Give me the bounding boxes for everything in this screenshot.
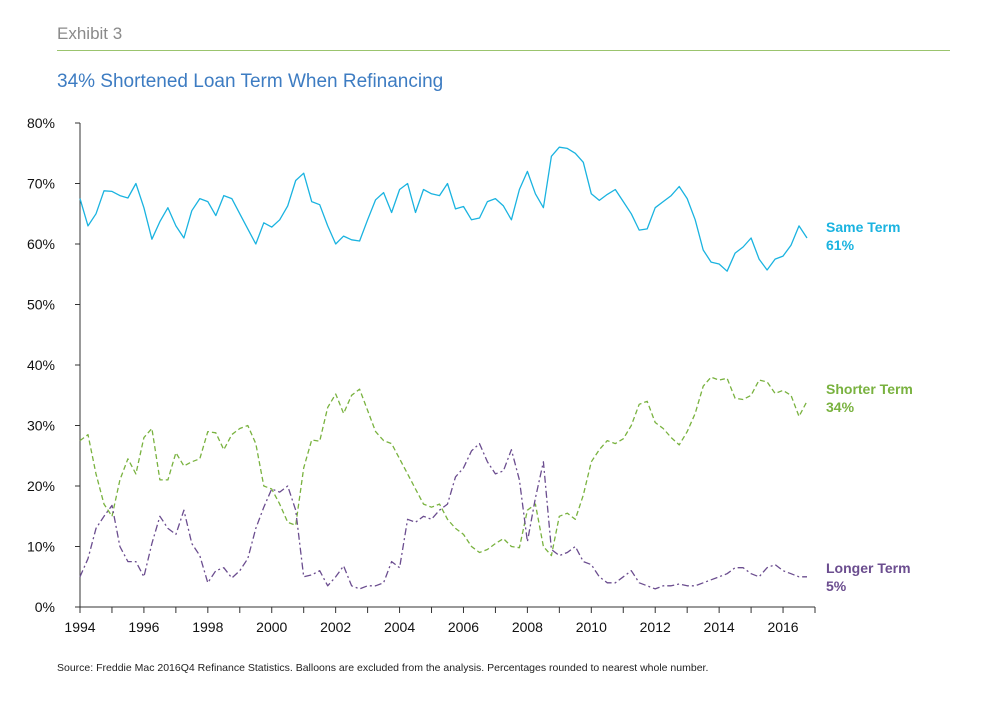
x-tick-label: 2006 xyxy=(448,619,479,635)
series-label-shorter-term: Shorter Term xyxy=(826,381,913,397)
y-tick-label: 10% xyxy=(27,539,55,555)
series-line-shorter-term xyxy=(79,376,808,557)
series-label-longer-term: Longer Term xyxy=(826,560,911,576)
x-tick-label: 1998 xyxy=(192,619,223,635)
source-note: Source: Freddie Mac 2016Q4 Refinance Sta… xyxy=(57,662,709,674)
y-tick-label: 0% xyxy=(35,599,55,615)
y-tick-label: 80% xyxy=(27,115,55,131)
series-line-same-term xyxy=(79,146,808,272)
x-tick-label: 2012 xyxy=(640,619,671,635)
y-tick-label: 60% xyxy=(27,236,55,252)
x-tick-label: 2000 xyxy=(256,619,287,635)
x-tick-label: 2002 xyxy=(320,619,351,635)
header-divider xyxy=(57,50,950,51)
x-tick-label: 2014 xyxy=(704,619,735,635)
y-tick-label: 50% xyxy=(27,297,55,313)
series-label-same-term: Same Term xyxy=(826,219,900,235)
chart-title: 34% Shortened Loan Term When Refinancing xyxy=(57,71,444,92)
exhibit-label: Exhibit 3 xyxy=(57,24,123,43)
series-line-longer-term xyxy=(79,442,807,590)
series-value-longer-term: 5% xyxy=(826,578,847,594)
y-tick-label: 20% xyxy=(27,478,55,494)
x-tick-label: 2008 xyxy=(512,619,543,635)
x-tick-label: 2016 xyxy=(767,619,798,635)
x-tick-label: 1994 xyxy=(64,619,95,635)
series-value-same-term: 61% xyxy=(826,237,855,253)
y-tick-label: 40% xyxy=(27,357,55,373)
series-value-shorter-term: 34% xyxy=(826,399,855,415)
y-tick-label: 70% xyxy=(27,176,55,192)
y-tick-label: 30% xyxy=(27,418,55,434)
x-tick-label: 2010 xyxy=(576,619,607,635)
x-tick-label: 1996 xyxy=(128,619,159,635)
x-tick-label: 2004 xyxy=(384,619,415,635)
